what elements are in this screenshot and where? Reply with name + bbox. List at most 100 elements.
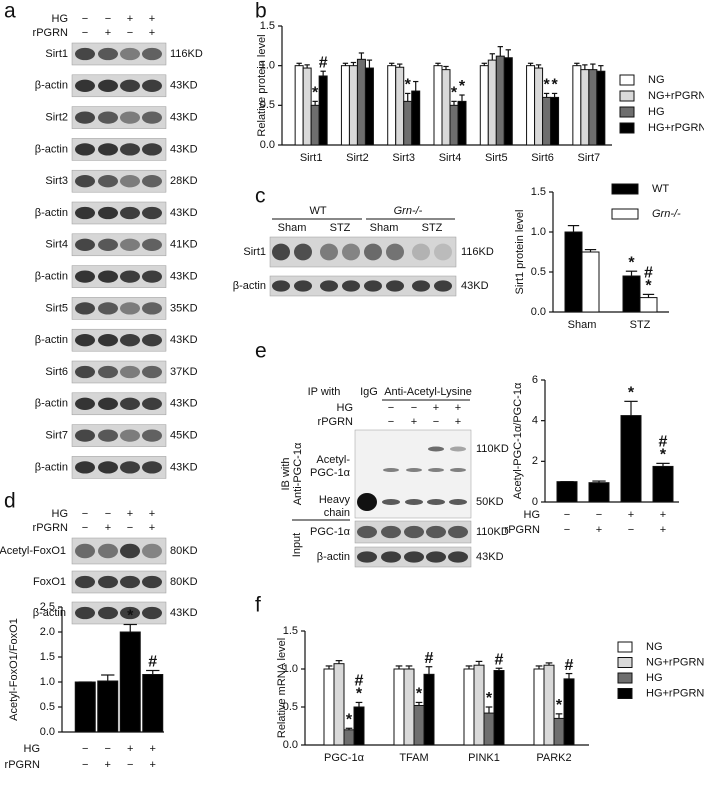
- legend-label: NG: [646, 641, 663, 653]
- blot-band: [142, 543, 162, 559]
- ip-label: IP with: [308, 386, 341, 398]
- blot-size: 43KD: [170, 271, 198, 283]
- bar: [310, 104, 320, 146]
- blot-band: [75, 206, 95, 220]
- significance-mark: *: [628, 385, 635, 402]
- blot-band: [272, 243, 290, 261]
- blot-band: [142, 270, 162, 283]
- panel-letter: f: [255, 594, 261, 617]
- blot-band: [272, 280, 290, 292]
- blot-size: 43KD: [170, 398, 198, 410]
- significance-mark: #: [425, 650, 434, 667]
- blot-band: [383, 468, 399, 472]
- blot-band: [75, 429, 95, 442]
- blot-band: [404, 551, 424, 563]
- y-tick-label: 1.5: [40, 651, 55, 663]
- significance-mark: *: [543, 77, 550, 94]
- x-tick-label: Sirt2: [346, 152, 369, 164]
- condition-sign: −: [82, 759, 88, 771]
- blot-band: [98, 175, 118, 188]
- blot-band: [426, 551, 446, 563]
- bar: [395, 66, 405, 146]
- blot-label: β-actin: [35, 271, 68, 283]
- panel-letter: b: [255, 0, 267, 23]
- condition-label: rPGRN: [33, 27, 69, 39]
- legend-swatch: [617, 672, 633, 684]
- y-tick-label: 0: [532, 496, 538, 508]
- blot-strip: [71, 456, 167, 479]
- blot-label: Sirt5: [45, 302, 68, 314]
- y-tick-label: 0.5: [260, 99, 275, 111]
- blot-band: [120, 429, 140, 442]
- y-axis-label: Sirt1 protein level: [514, 210, 526, 295]
- blot-band: [364, 243, 382, 261]
- blot-band: [450, 446, 466, 452]
- blot-band: [98, 334, 118, 347]
- blot-band: [98, 429, 118, 442]
- bar: [302, 67, 312, 146]
- blot-label: Sirt1: [45, 48, 68, 60]
- bar: [652, 465, 674, 503]
- y-tick-label: 0.5: [40, 701, 55, 713]
- group-label: WT: [309, 205, 326, 217]
- bar: [333, 663, 345, 746]
- blot-size: 37KD: [170, 366, 198, 378]
- significance-mark: #: [495, 651, 504, 668]
- blot-strip: [269, 275, 457, 297]
- bar: [74, 681, 96, 733]
- bar: [294, 65, 304, 146]
- blot-label: FoxO1: [33, 576, 66, 588]
- ip-group: Anti-Acetyl-Lysine: [384, 386, 472, 398]
- bar: [119, 631, 141, 733]
- y-tick-label: 0.0: [283, 739, 298, 751]
- y-tick-label: 0.5: [531, 266, 546, 278]
- blot-band: [386, 280, 404, 292]
- blot-band: [98, 270, 118, 283]
- blot-band: [412, 280, 430, 292]
- blot-band: [120, 334, 140, 347]
- blot-label: β-actin: [317, 551, 350, 563]
- condition-label: HG: [524, 509, 541, 521]
- blot-size: 116KD: [461, 246, 494, 258]
- blot-size: 43KD: [170, 607, 198, 619]
- legend-swatch: [611, 208, 639, 220]
- legend-label: WT: [652, 183, 669, 195]
- condition-label: rPGRN: [318, 416, 354, 428]
- blot-band: [320, 280, 338, 292]
- blot-band: [75, 397, 95, 410]
- legend-label: HG: [646, 672, 663, 684]
- blot-band: [386, 243, 404, 261]
- blot-band: [449, 499, 467, 505]
- bar: [463, 668, 475, 746]
- ip-group: IgG: [360, 386, 378, 398]
- condition-label: rPGRN: [505, 524, 541, 536]
- blot-label: β-actin: [35, 207, 68, 219]
- bar: [403, 100, 413, 146]
- blot-band: [120, 143, 140, 156]
- significance-mark: #: [659, 434, 668, 451]
- bar: [323, 668, 335, 746]
- panel-letter: a: [4, 0, 16, 23]
- y-axis-label: Relative protein level: [256, 34, 268, 136]
- legend-label: HG: [648, 106, 665, 118]
- ib-label: IB with: [280, 457, 292, 490]
- condition-sign: +: [127, 13, 133, 25]
- significance-mark: *: [127, 608, 134, 625]
- blot-band: [98, 606, 118, 620]
- blot-size: 45KD: [170, 430, 198, 442]
- blot-band: [357, 525, 377, 539]
- blot-band: [342, 280, 360, 292]
- lane-label: STZ: [330, 222, 351, 234]
- blot-band: [75, 606, 95, 620]
- blot-label: Sirt6: [45, 366, 68, 378]
- y-axis-label: Acetyl-FoxO1/FoxO1: [8, 618, 20, 721]
- condition-sign: +: [105, 759, 111, 771]
- blot-label: β-actin: [35, 80, 68, 92]
- blot-size: 43KD: [170, 461, 198, 473]
- blot-band: [120, 302, 140, 315]
- y-tick-label: 0.0: [531, 306, 546, 318]
- blot-band: [98, 461, 118, 474]
- blot-band: [75, 334, 95, 347]
- blot-band: [434, 280, 452, 292]
- bar: [142, 674, 164, 733]
